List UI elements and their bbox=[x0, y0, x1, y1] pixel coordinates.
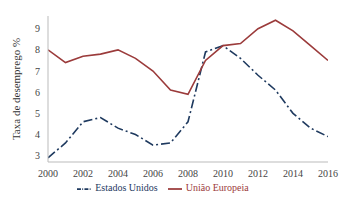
svg-text:4: 4 bbox=[35, 129, 40, 140]
svg-text:3: 3 bbox=[35, 150, 40, 161]
svg-text:2010: 2010 bbox=[213, 168, 233, 179]
svg-text:2012: 2012 bbox=[248, 168, 268, 179]
svg-text:2002: 2002 bbox=[73, 168, 93, 179]
svg-text:2000: 2000 bbox=[38, 168, 58, 179]
svg-text:8: 8 bbox=[35, 44, 40, 55]
html-text:Estados Unidos: Estados Unidos bbox=[95, 182, 158, 194]
svg-text:2006: 2006 bbox=[143, 168, 163, 179]
svg-text:6: 6 bbox=[35, 87, 40, 98]
svg-text:2008: 2008 bbox=[178, 168, 198, 179]
svg-text:9: 9 bbox=[35, 23, 40, 34]
svg-text:7: 7 bbox=[35, 66, 40, 77]
html-text:União Europeia: União Europeia bbox=[185, 182, 249, 194]
svg-text:5: 5 bbox=[35, 108, 40, 119]
svg-text:2016: 2016 bbox=[318, 168, 338, 179]
svg-text:2004: 2004 bbox=[108, 168, 128, 179]
svg-text:Taxa de desemprego %: Taxa de desemprego % bbox=[10, 38, 22, 140]
svg-text:2014: 2014 bbox=[283, 168, 303, 179]
